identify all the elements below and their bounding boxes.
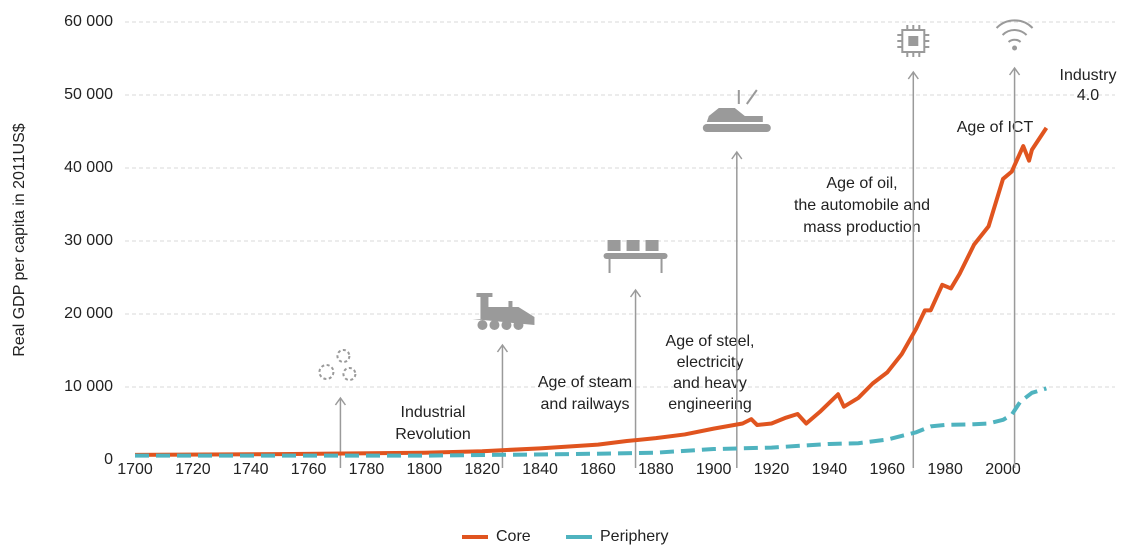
x-tick-label: 1760 <box>291 461 327 478</box>
wifi-dot <box>1012 45 1018 51</box>
x-tick-label: 1820 <box>464 461 500 478</box>
x-tick-label: 1860 <box>580 461 616 478</box>
pins <box>897 25 930 57</box>
box <box>645 240 659 251</box>
annotation-text: Age of steam <box>538 374 632 391</box>
legs <box>608 259 663 273</box>
annotation-text: electricity <box>677 354 744 371</box>
legend-label: Core <box>496 528 531 545</box>
annotation-text: engineering <box>668 396 752 413</box>
icon <box>318 349 357 381</box>
y-tick-label: 40 000 <box>64 159 113 176</box>
x-tick-label: 1980 <box>927 461 963 478</box>
annotation-text: Industry <box>1060 67 1117 84</box>
y-tick-label: 50 000 <box>64 86 113 103</box>
belt <box>603 253 668 259</box>
series-line <box>135 386 1047 458</box>
annotation-text: mass production <box>803 219 920 236</box>
series-line <box>134 126 1049 457</box>
x-tick-label: 1800 <box>407 461 443 478</box>
locomotive <box>472 293 535 325</box>
y-tick-label: 30 000 <box>64 232 113 249</box>
belt <box>702 124 771 132</box>
arrow-head <box>1008 66 1021 76</box>
wheel <box>513 320 524 330</box>
annotation-text: Revolution <box>395 426 471 443</box>
annotation-text: and heavy <box>673 375 747 392</box>
y-tick-label: 60 000 <box>64 13 113 30</box>
y-tick-label: 0 <box>104 451 113 468</box>
x-tick-label: 1940 <box>812 461 848 478</box>
icon <box>702 89 771 132</box>
x-tick-label: 1700 <box>117 461 153 478</box>
box <box>607 240 621 251</box>
annotation-text: Industrial <box>401 404 466 421</box>
x-tick-label: 1960 <box>869 461 905 478</box>
arrow-head <box>731 150 743 160</box>
annotation-text: Age of ICT <box>957 119 1034 136</box>
annotation-text: and railways <box>541 396 630 413</box>
x-tick-label: 1840 <box>522 461 558 478</box>
wheel <box>489 320 500 330</box>
icon <box>995 19 1034 51</box>
x-tick-label: 1720 <box>175 461 211 478</box>
wheel <box>501 320 512 330</box>
x-tick-label: 1740 <box>233 461 269 478</box>
arrow-head <box>334 396 347 406</box>
wifi <box>995 19 1034 43</box>
car <box>706 108 763 122</box>
legend-label: Periphery <box>600 528 668 545</box>
icon <box>472 293 535 330</box>
icon <box>897 25 930 57</box>
annotation-text: Age of steel, <box>666 333 755 350</box>
arms <box>737 89 758 105</box>
arrow-head <box>496 343 509 353</box>
y-tick-label: 20 000 <box>64 305 113 322</box>
chip-core <box>908 36 919 46</box>
x-tick-label: 2000 <box>985 461 1021 478</box>
arrow-head <box>629 288 642 298</box>
x-tick-label: 1900 <box>696 461 732 478</box>
icon <box>603 240 668 273</box>
annotation-text: Age of oil, <box>826 175 897 192</box>
x-tick-label: 1880 <box>638 461 674 478</box>
annotation-text: 4.0 <box>1077 87 1099 104</box>
x-tick-label: 1920 <box>754 461 790 478</box>
box <box>626 240 640 251</box>
gear <box>342 367 357 381</box>
gear <box>318 364 335 380</box>
x-tick-label: 1780 <box>349 461 385 478</box>
wheel <box>477 320 488 330</box>
y-tick-label: 10 000 <box>64 378 113 395</box>
gear <box>336 349 351 363</box>
annotation-text: the automobile and <box>794 197 930 214</box>
arrow-head <box>907 70 919 80</box>
y-axis-label: Real GDP per capita in 2011US$ <box>11 123 28 356</box>
